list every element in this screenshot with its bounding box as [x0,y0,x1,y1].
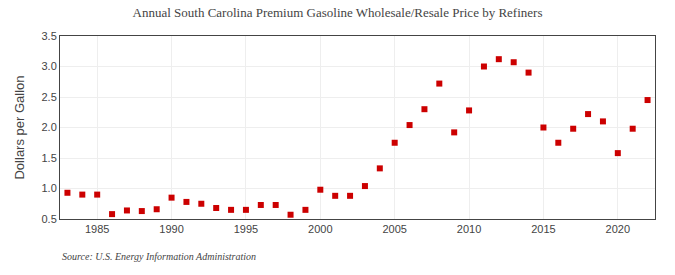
svg-text:2010: 2010 [457,223,481,235]
svg-text:2015: 2015 [531,223,555,235]
svg-text:2020: 2020 [606,223,630,235]
svg-text:1.5: 1.5 [42,152,57,164]
svg-text:Annual South Carolina Premium: Annual South Carolina Premium Gasoline W… [133,5,543,20]
svg-text:2.0: 2.0 [42,121,57,133]
svg-text:1.0: 1.0 [42,182,57,194]
svg-text:2.5: 2.5 [42,91,57,103]
svg-text:1995: 1995 [234,223,258,235]
svg-text:1990: 1990 [159,223,183,235]
svg-text:3.0: 3.0 [42,60,57,72]
svg-text:3.5: 3.5 [42,30,57,42]
svg-text:2000: 2000 [308,223,332,235]
svg-text:2005: 2005 [382,223,406,235]
svg-text:Source: U.S. Energy Informatio: Source: U.S. Energy Information Administ… [62,251,256,262]
svg-text:1985: 1985 [85,223,109,235]
svg-text:0.5: 0.5 [42,213,57,225]
svg-text:Dollars per Gallon: Dollars per Gallon [12,75,27,179]
